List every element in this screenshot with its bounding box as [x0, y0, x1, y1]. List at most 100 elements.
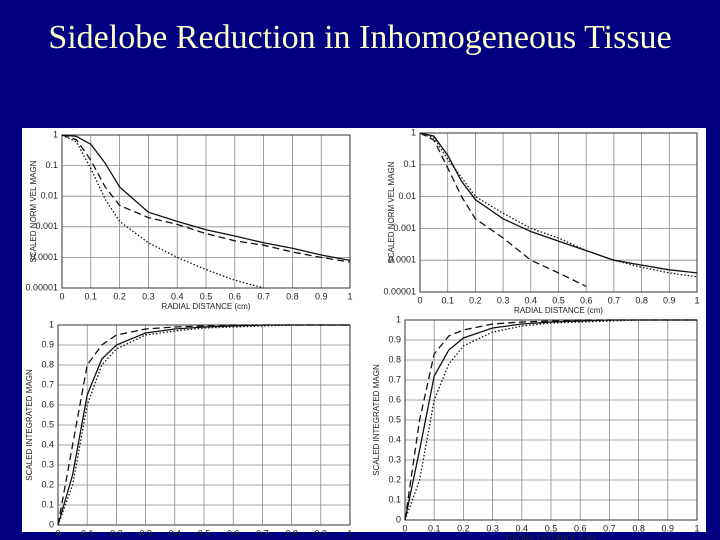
x-tick-label: 0: [59, 291, 64, 301]
y-tick-label: 0.5: [41, 419, 54, 429]
y-tick-label: 0.0001: [30, 252, 58, 262]
data-line: [61, 134, 351, 263]
y-tick-label: 1: [411, 127, 416, 137]
x-tick-label: 0: [402, 523, 407, 533]
x-tick-label: 0.1: [81, 528, 94, 538]
data-line: [61, 134, 351, 262]
x-tick-label: 0: [55, 528, 60, 538]
y-tick-label: 0.4: [388, 434, 401, 444]
x-tick-label: 0.9: [315, 291, 328, 301]
x-tick-label: 0.7: [257, 291, 270, 301]
y-tick-label: 1: [53, 129, 58, 139]
y-tick-label: 0.9: [388, 334, 401, 344]
y-axis-label: SCALED NORM VEL MAGN: [387, 161, 396, 263]
y-tick-label: 0.7: [388, 374, 401, 384]
x-tick-label: 0.7: [603, 523, 616, 533]
x-tick-label: 0.5: [200, 291, 213, 301]
x-tick-label: 0.9: [315, 528, 328, 538]
y-tick-label: 0.2: [41, 479, 54, 489]
y-tick-label: 0.00001: [25, 282, 58, 292]
y-tick-label: 1: [49, 319, 54, 329]
data-line: [419, 132, 698, 278]
y-tick-label: 0.001: [393, 223, 416, 233]
x-tick-label: 0.1: [85, 291, 98, 301]
y-axis-label: SCALED NORM VEL MAGN: [29, 160, 38, 262]
x-tick-label: 0.8: [285, 528, 298, 538]
data-line: [404, 319, 697, 521]
x-tick-label: 0: [417, 295, 422, 305]
x-tick-label: 0.4: [525, 295, 538, 305]
x-tick-label: 0.2: [469, 295, 482, 305]
y-tick-label: 0.01: [398, 191, 416, 201]
x-tick-label: 0.8: [632, 523, 645, 533]
x-tick-label: 0.3: [139, 528, 152, 538]
x-tick-label: 0.4: [169, 528, 182, 538]
y-tick-label: 0.3: [388, 454, 401, 464]
figure-panel: [22, 128, 706, 532]
data-line: [57, 324, 350, 526]
y-axis-label: SCALED INTEGRATED MAGN: [25, 369, 34, 481]
x-tick-label: 0.2: [110, 528, 123, 538]
slide-title: Sidelobe Reduction in Inhomogeneous Tiss…: [48, 19, 672, 56]
x-tick-label: 0.3: [486, 523, 499, 533]
y-tick-label: 0.01: [40, 191, 58, 201]
x-axis-label: RADIAL DISTANCE (cm): [514, 306, 603, 315]
x-tick-label: 0.7: [256, 528, 269, 538]
y-tick-label: 0.2: [388, 474, 401, 484]
y-tick-label: 0.001: [35, 221, 58, 231]
x-tick-label: 0.6: [580, 295, 593, 305]
x-tick-label: 0.9: [662, 523, 675, 533]
y-tick-label: 0.0001: [388, 255, 416, 265]
x-tick-label: 0.4: [516, 523, 529, 533]
x-axis-label: RADIAL DISTANCE (cm): [507, 534, 596, 540]
y-tick-label: 0.7: [41, 379, 54, 389]
y-tick-label: 0.8: [388, 354, 401, 364]
x-tick-label: 1: [694, 295, 699, 305]
data-line: [404, 319, 697, 521]
x-tick-label: 0.3: [142, 291, 155, 301]
x-tick-label: 0.1: [428, 523, 441, 533]
y-tick-label: 0: [396, 514, 401, 524]
data-line: [419, 132, 698, 274]
y-tick-label: 1: [396, 314, 401, 324]
y-tick-label: 0.8: [41, 359, 54, 369]
data-line: [61, 134, 264, 289]
x-tick-label: 0.8: [286, 291, 299, 301]
data-line: [57, 324, 350, 526]
x-tick-label: 1: [347, 528, 352, 538]
x-tick-label: 0.5: [545, 523, 558, 533]
x-tick-label: 0.7: [608, 295, 621, 305]
y-tick-label: 0.3: [41, 459, 54, 469]
x-tick-label: 0.1: [441, 295, 454, 305]
y-tick-label: 0.00001: [383, 286, 416, 296]
x-tick-label: 0.3: [497, 295, 510, 305]
plot-frame: [57, 324, 351, 526]
y-tick-label: 0.5: [388, 414, 401, 424]
x-tick-label: 0.6: [574, 523, 587, 533]
y-axis-label: SCALED INTEGRATED MAGN: [372, 364, 381, 476]
x-tick-label: 0.6: [227, 528, 240, 538]
x-tick-label: 0.2: [457, 523, 470, 533]
y-tick-label: 0.1: [45, 160, 58, 170]
x-axis-label: RADIAL DISTANCE (cm): [162, 302, 251, 311]
y-tick-label: 0.6: [388, 394, 401, 404]
x-tick-label: 0.2: [113, 291, 126, 301]
y-tick-label: 0.6: [41, 399, 54, 409]
x-tick-label: 0.9: [663, 295, 676, 305]
plot-frame: [419, 132, 698, 293]
x-tick-label: 1: [694, 523, 699, 533]
y-tick-label: 0.1: [388, 494, 401, 504]
y-tick-label: 0.1: [403, 159, 416, 169]
y-tick-label: 0.1: [41, 499, 54, 509]
x-tick-label: 0.5: [552, 295, 565, 305]
y-tick-label: 0: [49, 519, 54, 529]
x-tick-label: 0.5: [198, 528, 211, 538]
data-line: [419, 132, 587, 287]
x-tick-label: 0.4: [171, 291, 184, 301]
x-tick-label: 1: [347, 291, 352, 301]
plot-frame: [61, 134, 351, 289]
plot-frame: [404, 319, 698, 521]
y-tick-label: 0.4: [41, 439, 54, 449]
